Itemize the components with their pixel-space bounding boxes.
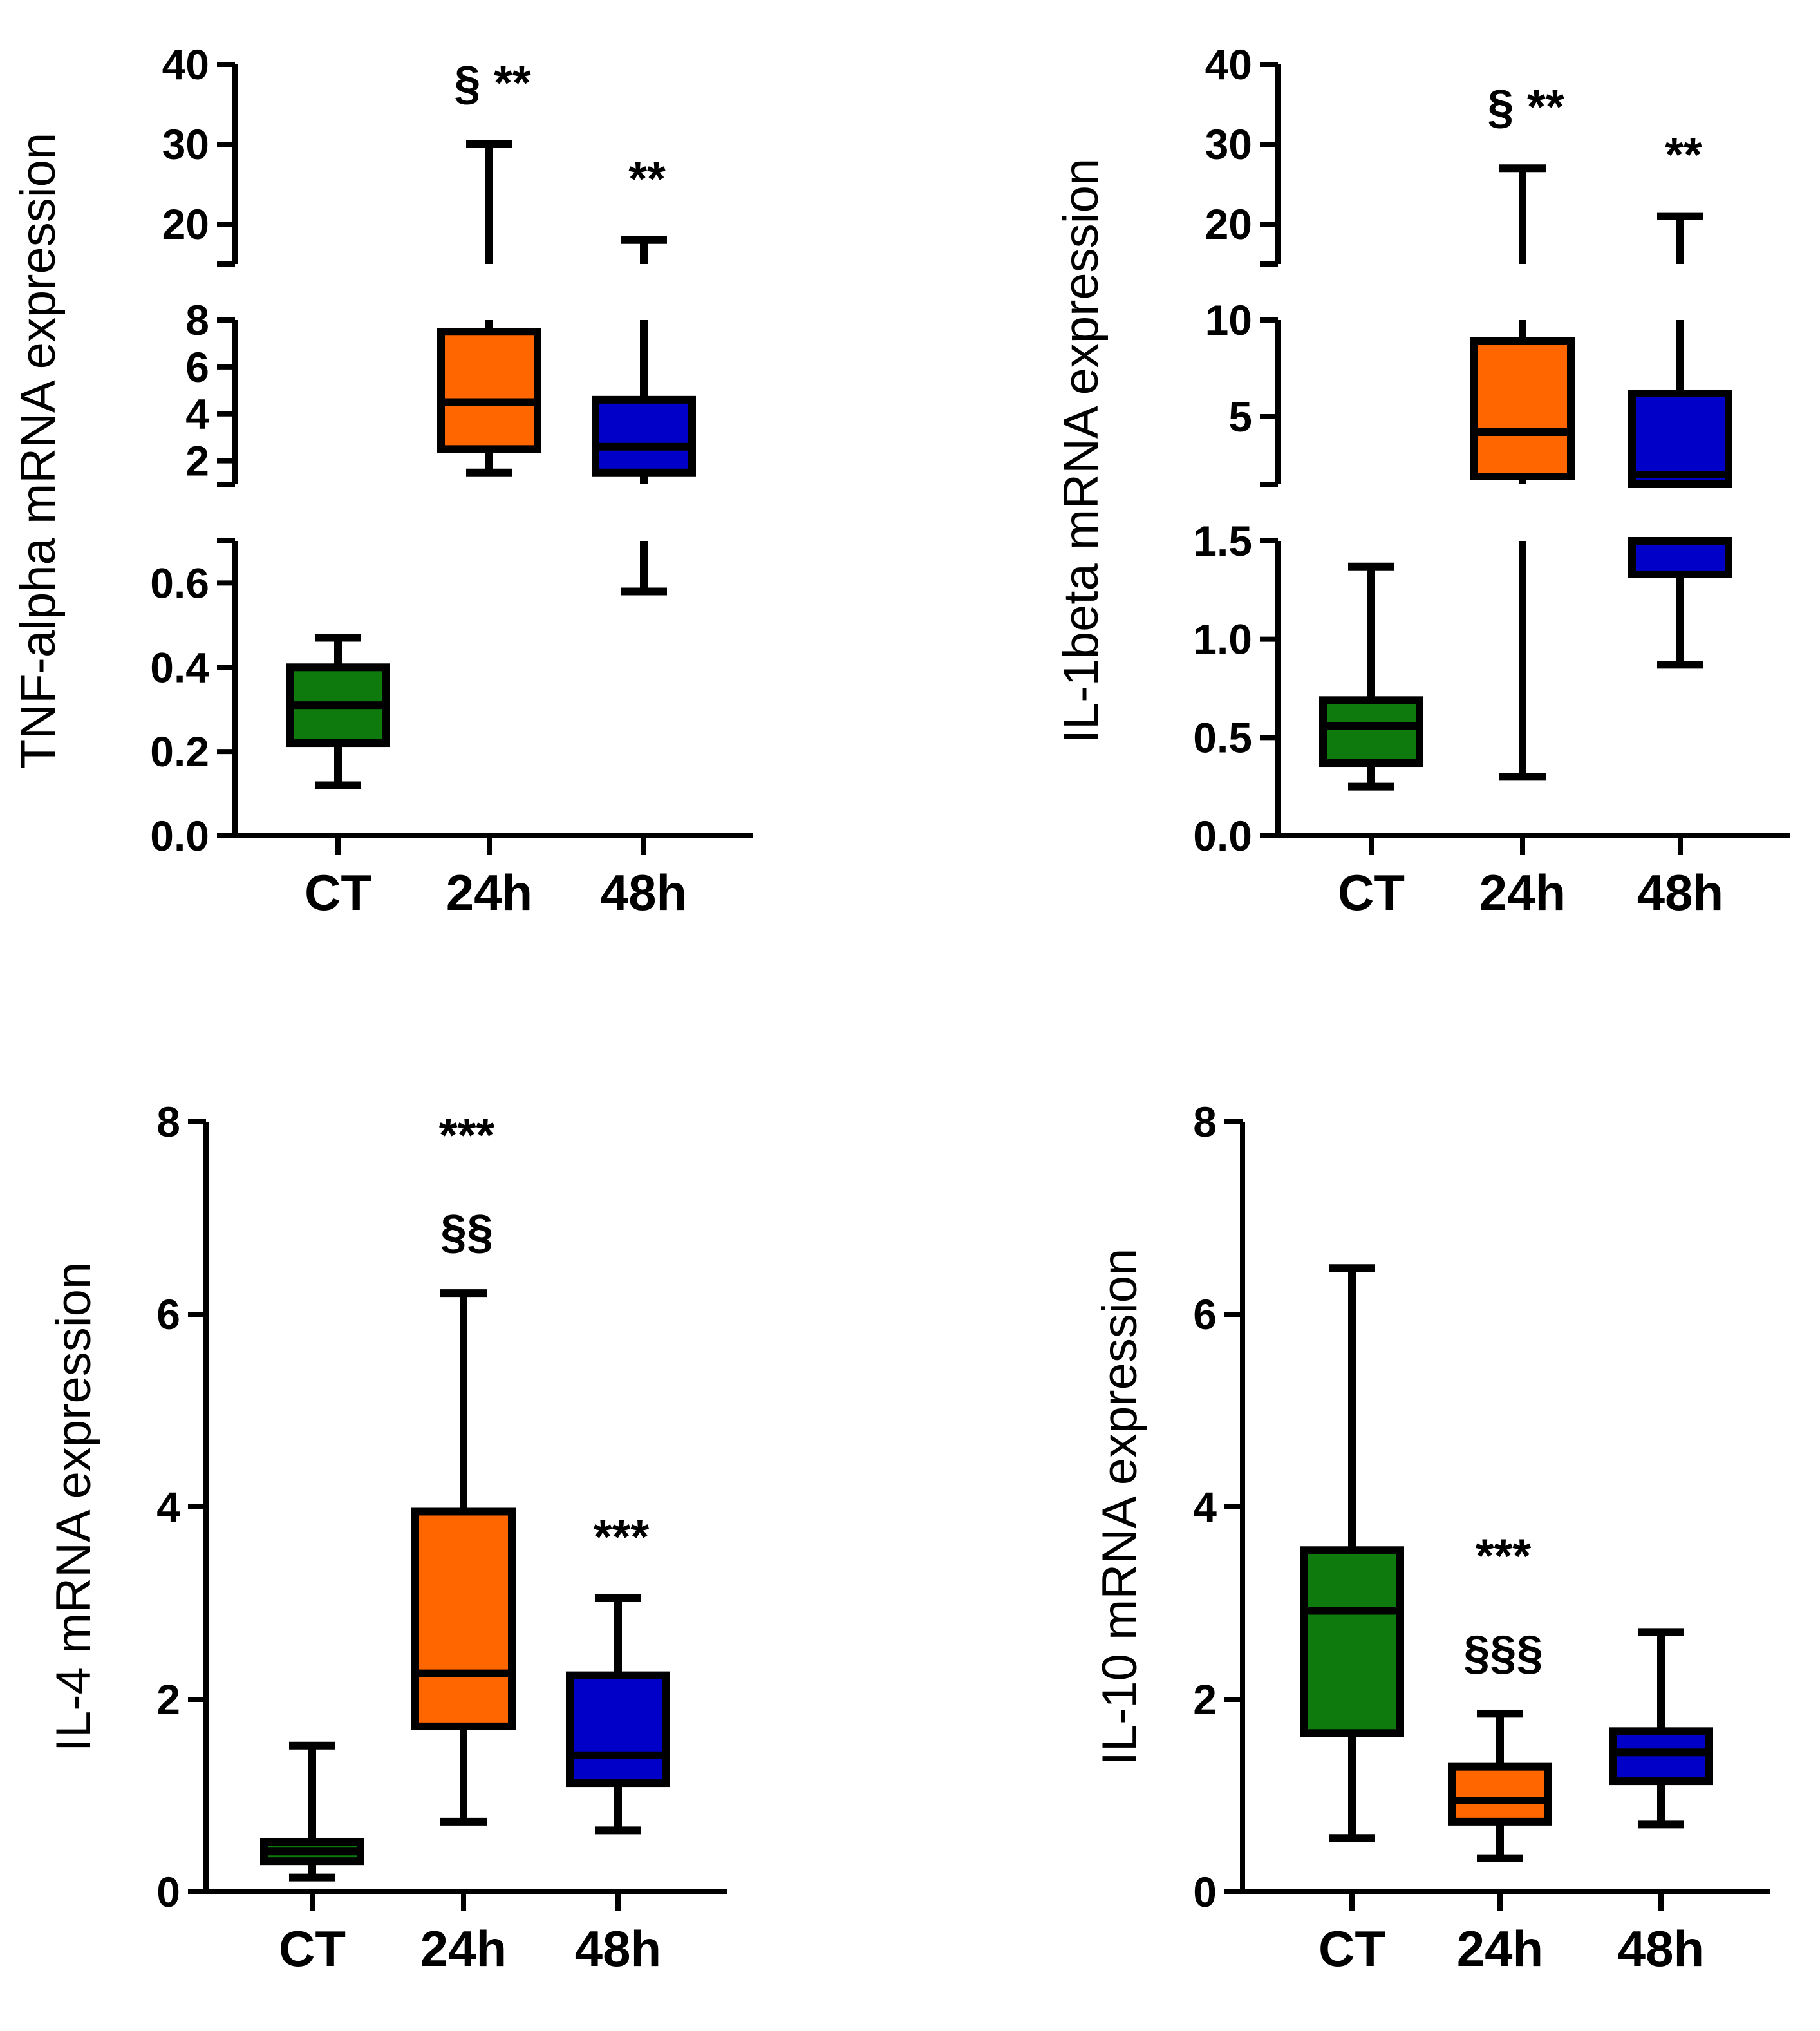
y-tick-label: 2 [185, 437, 209, 485]
box-body [1628, 537, 1732, 578]
y-tick-label: 6 [156, 1290, 180, 1338]
box-CT: CT [286, 634, 390, 921]
y-tick-label: 0 [156, 1868, 180, 1916]
y-tick-label: 0.2 [150, 728, 209, 775]
box-24h: 24h [411, 1289, 516, 1977]
box-body [1300, 1546, 1404, 1737]
y-tick-label: 8 [156, 1098, 180, 1146]
chart-panel-2: 0.0 0.5 1.0 1.5 5 10 20 30 40 IL-1beta mRNA expre… [1054, 41, 1790, 921]
chart-panel-3: 0 2 4 6 8 IL-4 mRNA expression CT 24h 48h *** §§ **… [46, 1098, 727, 1977]
y-tick-label: 0 [1193, 1868, 1217, 1916]
y-tick-label: 4 [1193, 1483, 1217, 1531]
y-tick-label: 6 [185, 343, 209, 391]
x-tick-label: CT [305, 864, 371, 921]
box-body [1448, 1762, 1552, 1826]
y-tick-label: 0.6 [150, 559, 209, 607]
box-48h: 48h [1628, 212, 1732, 921]
x-tick-label: CT [1338, 864, 1405, 921]
y-tick-label: 5 [1228, 393, 1252, 440]
x-tick-label: 48h [575, 1920, 661, 1977]
box-48h: 48h [592, 236, 696, 921]
x-tick-label: 48h [601, 864, 687, 921]
box-48h: 48h [566, 1594, 670, 1977]
box-CT: CT [260, 1741, 364, 1977]
x-tick-label: 24h [1479, 864, 1566, 921]
y-tick-label: 30 [162, 120, 209, 168]
y-tick-label: 0.5 [1193, 713, 1252, 761]
y-axis-label: IL-10 mRNA expression [1093, 1249, 1147, 1766]
significance-annotation: *** [1476, 1529, 1532, 1582]
significance-annotation: *** [439, 1108, 495, 1162]
box-24h: 24h [1470, 164, 1575, 921]
y-tick-label: 1.5 [1193, 517, 1252, 565]
y-tick-label: 20 [1205, 200, 1252, 248]
x-tick-label: 24h [446, 864, 532, 921]
box-body [592, 395, 696, 477]
x-tick-label: CT [279, 1920, 346, 1977]
y-tick-label: 8 [185, 296, 209, 344]
box-24h: 24h [1448, 1710, 1552, 1977]
x-tick-label: 24h [420, 1920, 507, 1977]
y-tick-label: 4 [156, 1483, 180, 1531]
y-tick-label: 0.4 [150, 643, 209, 691]
y-tick-label: 4 [185, 390, 209, 438]
chart-panel-4: 0 2 4 6 8 IL-10 mRNA expression CT 24h 48h *** §§§ [1093, 1098, 1770, 1977]
y-tick-label: 10 [1205, 296, 1252, 344]
box-body [1628, 390, 1732, 488]
significance-annotation: § ** [1487, 80, 1564, 133]
box-24h: 24h [437, 140, 541, 921]
y-tick-label: 0.0 [150, 812, 209, 860]
significance-annotation: § ** [454, 56, 531, 109]
significance-annotation: §§§ [1463, 1625, 1543, 1679]
box-body [1319, 696, 1423, 768]
box-body [566, 1671, 670, 1788]
y-tick-label: 1.0 [1193, 616, 1252, 663]
significance-annotation: *** [594, 1510, 650, 1563]
y-tick-label: 0.0 [1193, 812, 1252, 860]
box-CT: CT [1300, 1264, 1404, 1977]
y-tick-label: 2 [1193, 1676, 1217, 1723]
box-body [411, 1507, 516, 1730]
box-body [437, 328, 541, 453]
x-tick-label: CT [1318, 1920, 1385, 1977]
box-48h: 48h [1609, 1628, 1713, 1977]
y-tick-label: 40 [1205, 41, 1252, 88]
box-body [1470, 337, 1575, 480]
y-tick-label: 6 [1193, 1290, 1217, 1338]
y-tick-label: 2 [156, 1676, 180, 1723]
y-axis-label: IL-4 mRNA expression [46, 1262, 101, 1752]
x-tick-label: 48h [1618, 1920, 1704, 1977]
y-tick-label: 30 [1205, 120, 1252, 168]
significance-annotation: ** [628, 152, 666, 205]
significance-annotation: §§ [440, 1205, 493, 1258]
significance-annotation: ** [1665, 128, 1702, 182]
y-tick-label: 40 [162, 41, 209, 88]
y-axis-label: TNF-alpha mRNA expression [11, 133, 66, 769]
box-CT: CT [1319, 562, 1423, 921]
y-tick-label: 8 [1193, 1098, 1217, 1146]
y-axis-label: IL-1beta mRNA expression [1054, 158, 1109, 743]
y-tick-label: 20 [162, 200, 209, 248]
x-tick-label: 24h [1457, 1920, 1543, 1977]
x-tick-label: 48h [1637, 864, 1723, 921]
